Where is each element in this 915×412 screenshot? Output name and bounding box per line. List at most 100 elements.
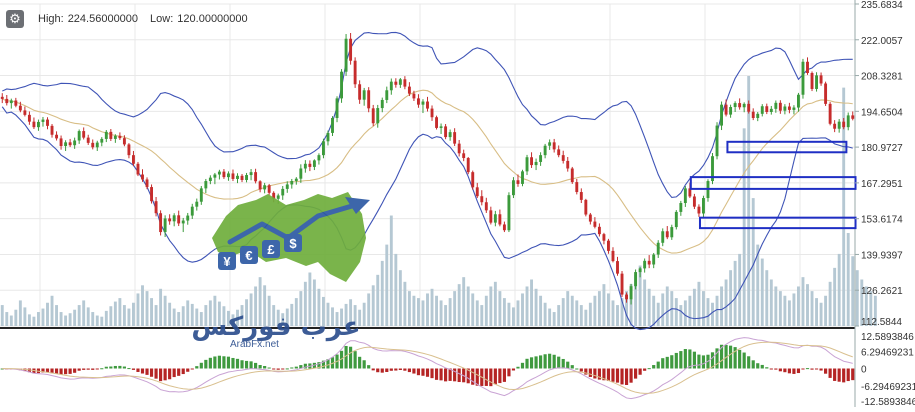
volume-bar — [358, 309, 362, 326]
volume-bar — [199, 312, 203, 326]
volume-bar — [132, 302, 135, 326]
support-zone-rectangle[interactable] — [726, 140, 848, 154]
candle-body — [692, 196, 696, 207]
volume-bar — [181, 306, 185, 326]
volume-bar — [842, 87, 846, 327]
histogram-bar — [765, 367, 769, 369]
volume-bar — [475, 300, 479, 326]
volume-bar — [177, 312, 181, 326]
candle-body — [661, 231, 665, 243]
histogram-bar — [326, 359, 330, 369]
histogram-bar — [557, 356, 561, 369]
candle-body — [683, 188, 687, 204]
volume-bar — [14, 309, 18, 326]
candle-body — [326, 132, 330, 142]
candle-body — [9, 100, 13, 104]
candle-body — [665, 231, 669, 238]
volume-bar — [73, 309, 77, 326]
histogram-bar — [652, 365, 656, 369]
candle-body — [91, 142, 95, 148]
histogram-bar — [254, 362, 258, 369]
indicator-tick-label: 0 — [861, 365, 867, 376]
histogram-bar — [819, 368, 823, 371]
volume-bar — [607, 293, 610, 326]
candle-body — [267, 185, 271, 193]
histogram-bar — [842, 368, 846, 383]
histogram-bar — [597, 368, 601, 380]
histogram-bar — [647, 368, 651, 370]
candle-body — [37, 121, 40, 128]
candle-body — [18, 105, 22, 111]
candle-body — [308, 163, 312, 167]
candle-body — [824, 83, 828, 104]
candle-body — [729, 107, 733, 115]
volume-bar — [593, 295, 597, 326]
candle-body — [516, 180, 520, 184]
candle-body — [249, 172, 253, 176]
histogram-bar — [249, 361, 253, 369]
volume-bar — [634, 274, 638, 326]
candle-body — [670, 227, 674, 238]
volume-bar — [806, 284, 809, 326]
histogram-bar — [421, 368, 425, 376]
histogram-bar — [778, 368, 782, 372]
histogram-bar — [398, 368, 402, 371]
candle-body — [566, 160, 570, 169]
candle-body — [367, 90, 371, 109]
volume-bar — [312, 279, 316, 326]
volume-bar — [711, 302, 714, 326]
volume-bar — [588, 302, 592, 326]
candle-body — [489, 210, 493, 223]
histogram-bar — [588, 368, 592, 377]
histogram-bar — [154, 368, 158, 379]
histogram-bar — [380, 368, 384, 373]
histogram-bar — [796, 368, 801, 374]
grid-lines — [0, 0, 856, 407]
volume-bar — [611, 300, 615, 326]
histogram-bar — [552, 354, 556, 369]
volume-bar — [552, 312, 556, 326]
histogram-bar — [692, 351, 696, 369]
signal-line — [2, 341, 853, 394]
histogram-bar — [425, 368, 430, 377]
candle-body — [181, 220, 185, 224]
candle-body — [127, 144, 131, 156]
histogram-bar — [82, 368, 86, 370]
volume-bar — [172, 308, 176, 326]
candle-body — [118, 135, 122, 139]
volume-bar — [516, 300, 520, 326]
gear-icon[interactable]: ⚙ — [6, 10, 24, 28]
candle-body — [403, 79, 407, 87]
volume-bar — [602, 284, 606, 326]
candle-body — [466, 158, 470, 173]
volume-bar — [258, 277, 262, 326]
candle-body — [312, 160, 316, 167]
candle-body — [68, 142, 72, 146]
histogram-bar — [376, 368, 380, 373]
histogram-bar — [738, 349, 742, 369]
volume-bar — [100, 316, 104, 326]
volume-bar — [652, 295, 656, 326]
histogram-bar — [846, 368, 850, 382]
histogram-bar — [312, 362, 316, 369]
candle-body — [64, 142, 68, 146]
candle-body — [290, 181, 294, 185]
histogram-bar — [407, 368, 411, 373]
candle-body — [512, 180, 515, 196]
histogram-bar — [710, 352, 715, 369]
candle-body — [616, 261, 619, 274]
histogram-bar — [303, 363, 307, 369]
candle-body — [426, 101, 429, 109]
volume-bar — [756, 244, 760, 326]
histogram-bar — [199, 362, 203, 369]
support-zone-rectangle[interactable] — [698, 216, 857, 230]
histogram-bar — [792, 368, 796, 374]
support-rectangles[interactable] — [689, 140, 857, 230]
histogram-bar — [159, 368, 163, 382]
currency-symbol: £ — [267, 242, 275, 257]
histogram-bar — [190, 368, 194, 370]
candle-body — [14, 100, 18, 106]
histogram-bar — [122, 366, 126, 369]
volume-bar — [82, 300, 86, 326]
